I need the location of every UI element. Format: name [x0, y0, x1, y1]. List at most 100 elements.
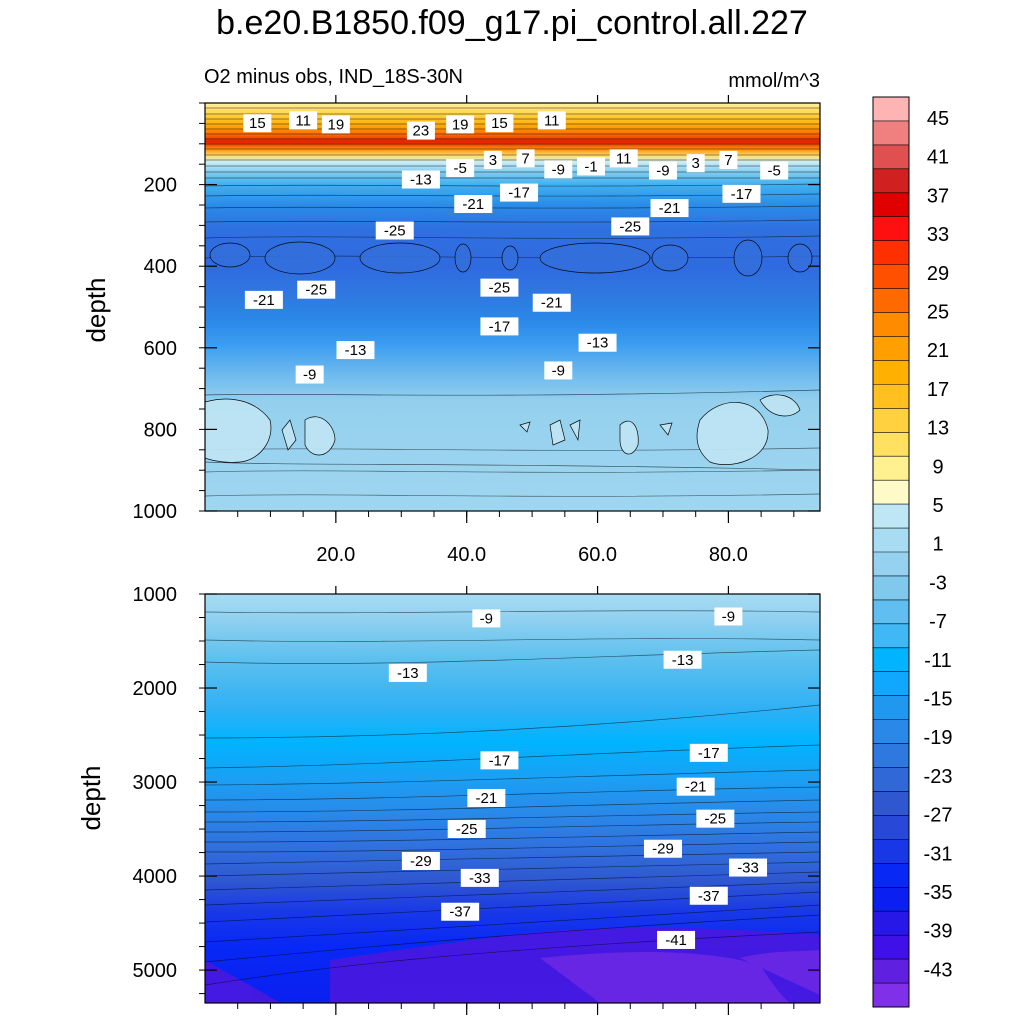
contour-label-text: -9 [480, 610, 493, 627]
contour-label: -13 [578, 333, 617, 352]
contour-label-box [643, 839, 682, 858]
contour-label-text: -37 [449, 904, 471, 921]
contour-label-text: -9 [656, 163, 669, 180]
contour-label-text: -17 [489, 318, 511, 335]
colorbar-swatch [873, 887, 909, 912]
colorbar-label: -11 [924, 650, 951, 672]
contour-label: -1 [577, 157, 606, 176]
colorbar-label: 41 [927, 147, 949, 169]
colorbar-label: 9 [932, 456, 943, 478]
contour-label-box [689, 743, 728, 762]
contour-label-box [714, 607, 743, 626]
contour-label-text: -17 [731, 186, 753, 203]
contour-label: 3 [483, 150, 502, 169]
contour-label-box [401, 851, 440, 870]
contour-label-box [472, 609, 501, 628]
contour-label: -9 [544, 160, 573, 179]
lower-contour-labels: -9 -9 -13 -13 -17 -17 -21 -21 -25 -25 -29 -29 -33 -33… [388, 607, 768, 949]
contour-label: -17 [480, 751, 519, 770]
colorbar-swatch [873, 599, 909, 625]
contour-label-text: 23 [413, 123, 430, 140]
contour-label-text: 11 [544, 112, 560, 129]
contour-label-box [295, 365, 324, 384]
contour-label-text: -25 [619, 218, 641, 235]
colorbar-swatch [873, 360, 909, 385]
colorbar-swatch [873, 767, 909, 792]
colorbar-swatch [873, 791, 909, 816]
y-tick-label: 400 [144, 256, 177, 278]
contour-label: -9 [295, 365, 324, 384]
contour-label-text: -25 [489, 280, 511, 297]
colorbar-swatch [873, 312, 909, 337]
colorbar-label: 5 [932, 495, 943, 517]
colorbar-swatch [873, 743, 909, 769]
contour-label: 11 [609, 149, 638, 168]
contour-label-text: 3 [489, 152, 497, 169]
contour-label-text: -13 [410, 172, 432, 189]
colorbar-swatch [873, 623, 909, 649]
colorbar-swatch [873, 695, 909, 721]
contour-label: -13 [663, 650, 702, 669]
contour-label-box [243, 114, 272, 133]
contour-label-box [441, 902, 480, 921]
contour-label-box [544, 160, 573, 179]
contour-label: -17 [480, 317, 519, 336]
contour-label-box [611, 217, 650, 236]
contour-label: -25 [297, 280, 336, 299]
contour-label: 7 [516, 149, 535, 168]
contour-label-box [446, 115, 475, 134]
contour-label-box [532, 293, 571, 312]
contour-label-text: -9 [552, 362, 565, 379]
colorbar-label: -43 [924, 959, 953, 981]
contour-label-text: -37 [698, 888, 720, 905]
contour-label-box [483, 150, 502, 169]
contour-label-box [648, 161, 677, 180]
contour-label: -9 [472, 609, 501, 628]
contour-label-text: 7 [521, 150, 529, 167]
contour-label: 23 [406, 121, 435, 140]
colorbar-swatch [873, 288, 909, 314]
contour-label-text: -17 [489, 752, 511, 769]
contour-label: -41 [657, 930, 696, 949]
contour-label-text: -17 [698, 745, 720, 762]
contour-label-box [289, 111, 318, 130]
y-tick-label: 1000 [133, 584, 178, 606]
colorbar-swatch [873, 384, 909, 409]
colorbar-label: -15 [924, 689, 953, 711]
contour-label: -29 [401, 851, 440, 870]
contour-label-text: 3 [692, 155, 700, 172]
contour-label-text: -1 [584, 158, 597, 175]
colorbar-swatch [873, 719, 909, 745]
colorbar-swatch [873, 552, 909, 577]
contour-label-text: 15 [249, 115, 266, 132]
contour-label-box [447, 819, 486, 838]
contour-label-text: 19 [328, 116, 345, 133]
lower-axis-ticks: 1000 2000 3000 4000 5000 [133, 584, 820, 1015]
contour-label-box [760, 161, 789, 180]
contour-label-text: -21 [462, 196, 484, 213]
contour-label-box [609, 149, 638, 168]
contour-label-text: -13 [672, 652, 694, 669]
contour-label-box [336, 341, 375, 360]
contour-label: -25 [447, 819, 486, 838]
contour-label-box [686, 154, 705, 173]
y-tick-label: 4000 [133, 866, 178, 888]
contour-label-text: -21 [685, 779, 707, 796]
contour-label-text: -5 [768, 163, 781, 180]
contour-label: -37 [689, 886, 728, 905]
colorbar-swatch [873, 336, 909, 361]
contour-label-box [375, 221, 414, 240]
contour-label-text: -33 [469, 870, 491, 887]
contour-label-text: 11 [616, 150, 632, 167]
contour-label-text: 15 [491, 115, 508, 132]
upper-y-axis-label: depth [81, 277, 111, 342]
contour-label-box [676, 777, 715, 796]
contour-label: 19 [446, 115, 475, 134]
contour-label-box [689, 886, 728, 905]
contour-label: -9 [648, 161, 677, 180]
contour-label: -25 [480, 278, 519, 297]
colorbar-swatch [873, 216, 909, 242]
contour-label-box [467, 788, 506, 807]
contour-label-text: -9 [552, 161, 565, 178]
